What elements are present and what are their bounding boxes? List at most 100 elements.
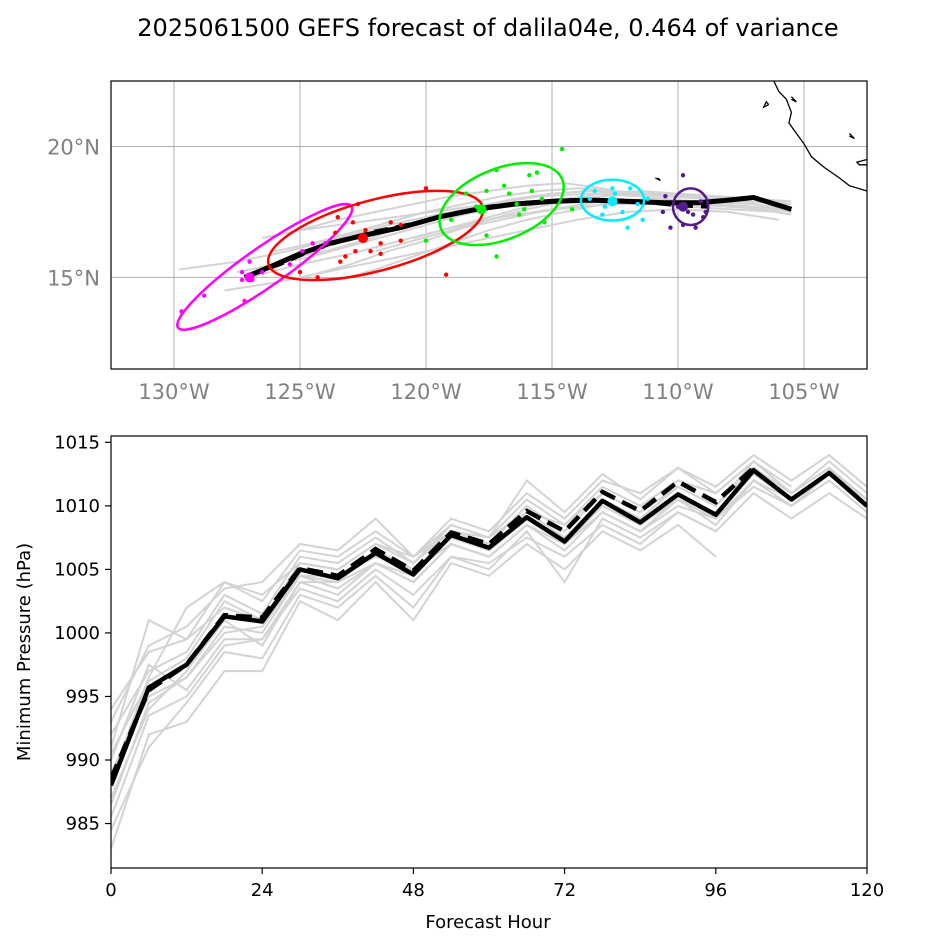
pressure-x-tick-label: 24 xyxy=(251,880,274,901)
cluster-member-point xyxy=(310,241,315,246)
ensemble-pressure-line xyxy=(111,472,867,761)
cluster-member-point xyxy=(527,173,532,178)
map-x-tick-label: 105°W xyxy=(768,380,840,404)
cluster-member-point xyxy=(668,225,673,230)
cluster-member-point xyxy=(287,262,293,267)
cluster-member-point xyxy=(501,183,507,188)
consensus-track-dashed xyxy=(248,198,709,277)
ensemble-track xyxy=(413,189,792,240)
pressure-frame xyxy=(110,435,868,869)
cluster-member-point xyxy=(449,217,454,222)
cluster-member-point xyxy=(559,146,565,152)
pressure-x-tick-label: 120 xyxy=(850,880,884,901)
map-x-tick-label: 120°W xyxy=(390,380,462,404)
map-y-tick-label: 20°N xyxy=(47,135,100,159)
cluster-center-point xyxy=(358,233,368,244)
cluster-member-point xyxy=(685,209,691,215)
cluster-member-point xyxy=(378,251,383,256)
map-frame xyxy=(110,80,868,370)
cluster-member-point xyxy=(335,214,340,220)
cluster-member-point xyxy=(464,191,469,196)
cluster-center-point xyxy=(244,272,255,283)
pressure-x-tick-label: 0 xyxy=(105,880,116,901)
pressure-y-tick-label: 1010 xyxy=(54,496,100,517)
cluster-member-point xyxy=(494,254,499,259)
cluster-member-point xyxy=(398,238,403,243)
pressure-y-tick-label: 990 xyxy=(66,750,100,771)
cluster-member-point xyxy=(625,225,630,230)
ensemble-track xyxy=(312,203,779,276)
cluster-member-point xyxy=(663,194,668,199)
coastline xyxy=(773,81,867,192)
coastline xyxy=(848,132,855,140)
coastline xyxy=(655,177,661,182)
pressure-plot-area xyxy=(111,453,867,850)
cluster-center-point xyxy=(476,204,487,215)
cluster-member-point xyxy=(260,269,265,275)
ensemble-pressure-line xyxy=(111,472,867,774)
cluster-member-point xyxy=(239,269,245,275)
cluster-member-point xyxy=(680,173,686,178)
map-x-tick-label: 115°W xyxy=(516,380,588,404)
cluster-member-point xyxy=(517,212,522,217)
cluster-member-point xyxy=(363,228,368,233)
cluster-member-point xyxy=(423,238,429,243)
coastline xyxy=(762,100,770,109)
figure-title: 2025061500 GEFS forecast of dalila04e, 0… xyxy=(137,14,838,42)
ensemble-pressure-line xyxy=(111,460,792,723)
cluster-ellipse xyxy=(438,161,566,247)
cluster-member-point xyxy=(514,201,519,207)
cluster-member-point xyxy=(660,209,666,215)
pressure-ticks: 0 24 48 72 96 120 985 990 995 1000 1005 1010 1015 xyxy=(54,432,884,901)
cluster-member-point xyxy=(627,186,633,191)
pressure-y-axis-label: Minimum Pressure (hPa) xyxy=(14,543,35,761)
map-gridlines xyxy=(111,81,867,369)
cluster-member-point xyxy=(693,225,698,230)
map-tick-labels: 130°W 125°W 120°W 115°W 110°W 105°W 15°N 20°N xyxy=(47,135,840,404)
coastline xyxy=(790,96,797,103)
pressure-y-tick-label: 1000 xyxy=(54,623,100,644)
track-map-panel: 130°W 125°W 120°W 115°W 110°W 105°W 15°N 20°N xyxy=(47,80,868,404)
cluster-member-point xyxy=(338,259,343,264)
cluster-member-point xyxy=(592,188,598,194)
cluster-member-point xyxy=(602,204,608,209)
cluster-member-point xyxy=(333,230,338,236)
cluster-member-point xyxy=(484,188,489,194)
pressure-y-tick-label: 1005 xyxy=(54,559,100,580)
cluster-ellipse xyxy=(579,178,646,222)
cluster-member-point xyxy=(640,217,645,222)
cluster-member-point xyxy=(620,209,625,215)
cluster-member-point xyxy=(534,170,540,175)
cluster-member-point xyxy=(343,254,348,259)
cluster-member-point xyxy=(612,191,618,196)
ensemble-pressure-line xyxy=(111,511,717,831)
cluster-center-point xyxy=(678,201,689,212)
cluster-center-point xyxy=(607,196,618,207)
coastline xyxy=(855,158,867,166)
cluster-member-point xyxy=(569,207,575,212)
ensemble-pressure-line xyxy=(111,523,717,850)
cluster-member-point xyxy=(635,201,640,207)
cluster-member-point xyxy=(350,220,356,225)
cluster-member-point xyxy=(297,269,303,275)
pressure-y-tick-label: 995 xyxy=(66,686,100,707)
map-x-tick-label: 130°W xyxy=(138,380,210,404)
ensemble-track xyxy=(337,200,792,281)
cluster-member-point xyxy=(600,212,605,217)
pressure-y-tick-label: 1015 xyxy=(54,432,100,453)
cluster-member-point xyxy=(529,188,535,194)
cluster-member-point xyxy=(202,293,207,298)
map-y-tick-label: 15°N xyxy=(47,266,100,290)
cluster-member-point xyxy=(690,212,696,217)
cluster-member-point xyxy=(443,272,449,277)
cluster-member-point xyxy=(239,277,245,283)
cluster-member-point xyxy=(645,196,650,202)
cluster-member-point xyxy=(522,207,527,212)
cluster-ellipse xyxy=(671,187,710,227)
cluster-member-point xyxy=(247,259,252,264)
cluster-member-point xyxy=(506,191,512,196)
map-x-tick-label: 110°W xyxy=(642,380,714,404)
cluster-member-point xyxy=(484,233,489,238)
pressure-x-tick-label: 72 xyxy=(553,880,576,901)
